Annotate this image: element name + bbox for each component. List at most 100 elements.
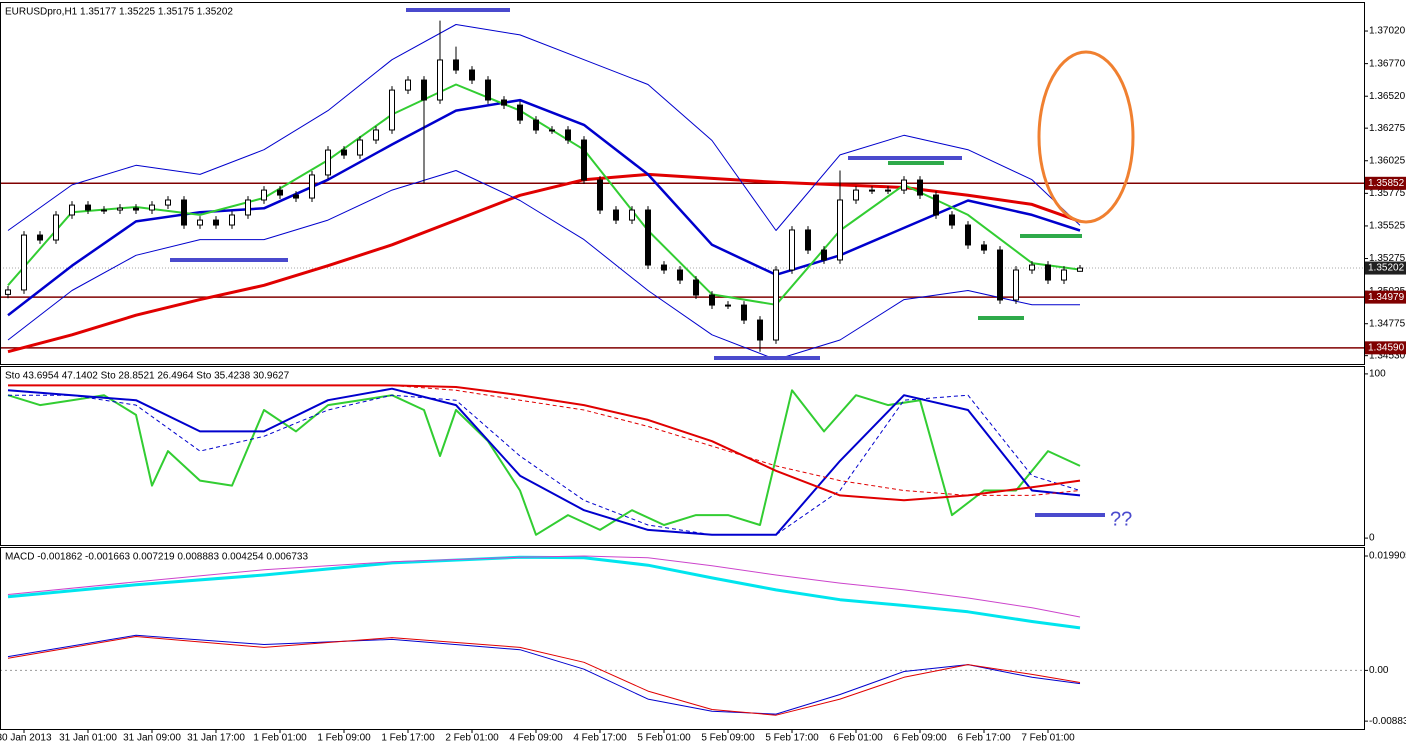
- candle-body: [85, 204, 91, 211]
- candle-body: [533, 119, 539, 131]
- candle-body: [245, 199, 251, 216]
- candle-body: [277, 189, 283, 196]
- level-label: 1.34590: [1368, 342, 1405, 353]
- candle-body: [917, 179, 923, 196]
- candle-body: [837, 199, 843, 261]
- x-tick-label: 1 Feb 01:00: [253, 733, 307, 744]
- candle-body: [373, 129, 379, 141]
- candle-body: [101, 209, 107, 212]
- candle-body: [965, 224, 971, 246]
- y-tick-label: 1.35775: [1369, 188, 1406, 199]
- candle-body: [485, 79, 491, 101]
- annotation: ??: [1110, 508, 1132, 530]
- candle-body: [629, 209, 635, 221]
- indicator-line: [7, 636, 1081, 716]
- indicator-line: [8, 384, 1081, 502]
- x-tick-label: 5 Feb 17:00: [765, 733, 819, 744]
- candle-body: [5, 289, 11, 295]
- candle-body: [165, 199, 171, 206]
- y-tick-label: 0.00: [1369, 665, 1389, 676]
- level-label-box: [1365, 176, 1406, 190]
- indicator-line: [7, 24, 1081, 231]
- candle-body: [661, 264, 667, 271]
- stochastic-panel: [7, 384, 1081, 536]
- x-tick-label: 5 Feb 09:00: [701, 733, 755, 744]
- candle-body: [261, 189, 267, 201]
- y-tick-label: 1.36770: [1369, 58, 1406, 69]
- last-price-box: [1365, 261, 1406, 275]
- candle-body: [21, 234, 27, 291]
- candle-body: [229, 214, 235, 226]
- candle-body: [853, 189, 859, 201]
- candle-body: [453, 59, 459, 71]
- candle-body: [309, 174, 315, 199]
- last-price-label: 1.35202: [1368, 263, 1405, 274]
- candle-body: [613, 209, 619, 221]
- candle-body: [1045, 264, 1051, 281]
- candle-body: [405, 79, 411, 91]
- panel-title: MACD -0.001862 -0.001663 0.007219 0.0088…: [5, 552, 308, 563]
- y-tick-label: 1.36025: [1369, 155, 1406, 166]
- candle-body: [341, 149, 347, 156]
- candle-body: [501, 99, 507, 106]
- level-label-box: [1365, 290, 1406, 304]
- indicator-line: [7, 634, 1081, 715]
- indicator-line: [7, 555, 1081, 630]
- candle-body: [949, 214, 955, 226]
- candle-body: [421, 79, 427, 101]
- candle-body: [725, 304, 731, 307]
- candle-body: [581, 139, 587, 181]
- x-tick-label: 2 Feb 01:00: [445, 733, 499, 744]
- indicator-line: [8, 384, 1081, 496]
- candle-body: [69, 204, 75, 216]
- candle-body: [293, 194, 299, 199]
- panel-frame: [0, 366, 1365, 546]
- candle-body: [997, 249, 1003, 301]
- candle-body: [565, 129, 571, 141]
- x-tick-label: 30 Jan 2013: [0, 733, 52, 744]
- x-tick-label: 7 Feb 01:00: [1021, 733, 1075, 744]
- panel-title: EURUSDpro,H1 1.35177 1.35225 1.35175 1.3…: [5, 7, 233, 18]
- candle-body: [1077, 267, 1083, 272]
- candle-body: [117, 207, 123, 211]
- indicator-line: [7, 389, 1081, 536]
- panel-frame: [0, 547, 1365, 730]
- indicator-line: [7, 170, 1080, 361]
- drawn-ellipse: [1037, 50, 1135, 224]
- y-tick-label: 0: [1369, 533, 1375, 544]
- candle-body: [885, 189, 891, 192]
- x-tick-label: 6 Feb 17:00: [957, 733, 1011, 744]
- candle-body: [1013, 269, 1019, 301]
- candle-body: [709, 294, 715, 306]
- candle-body: [901, 179, 907, 191]
- candle-body: [37, 234, 43, 241]
- candle-body: [149, 204, 155, 211]
- indicator-line: [8, 394, 1081, 536]
- indicator-line: [7, 555, 1081, 618]
- y-tick-label: 1.36275: [1369, 123, 1406, 134]
- candle-body: [181, 199, 187, 226]
- candle-body: [197, 219, 203, 226]
- level-label: 1.34979: [1368, 292, 1405, 303]
- candle-body: [789, 229, 795, 271]
- x-tick-label: 4 Feb 09:00: [509, 733, 563, 744]
- candle-body: [389, 89, 395, 131]
- candle-body: [933, 194, 939, 216]
- y-tick-label: -0.00883: [1369, 716, 1406, 727]
- candle-body: [469, 69, 475, 81]
- candle-body: [869, 189, 875, 192]
- y-tick-label: 1.34530: [1369, 350, 1406, 361]
- y-tick-label: 1.37020: [1369, 26, 1406, 37]
- candle-body: [549, 129, 555, 132]
- x-tick-label: 31 Jan 09:00: [123, 733, 181, 744]
- y-tick-label: 1.35275: [1369, 253, 1406, 264]
- candle-body: [325, 149, 331, 176]
- x-tick-label: 1 Feb 17:00: [381, 733, 435, 744]
- price-panel: [1, 20, 1364, 361]
- candle-body: [1061, 269, 1067, 281]
- y-tick-label: 0.019905: [1369, 551, 1406, 562]
- drawings: [170, 8, 1135, 517]
- candle-body: [757, 319, 763, 341]
- level-label-box: [1365, 341, 1406, 355]
